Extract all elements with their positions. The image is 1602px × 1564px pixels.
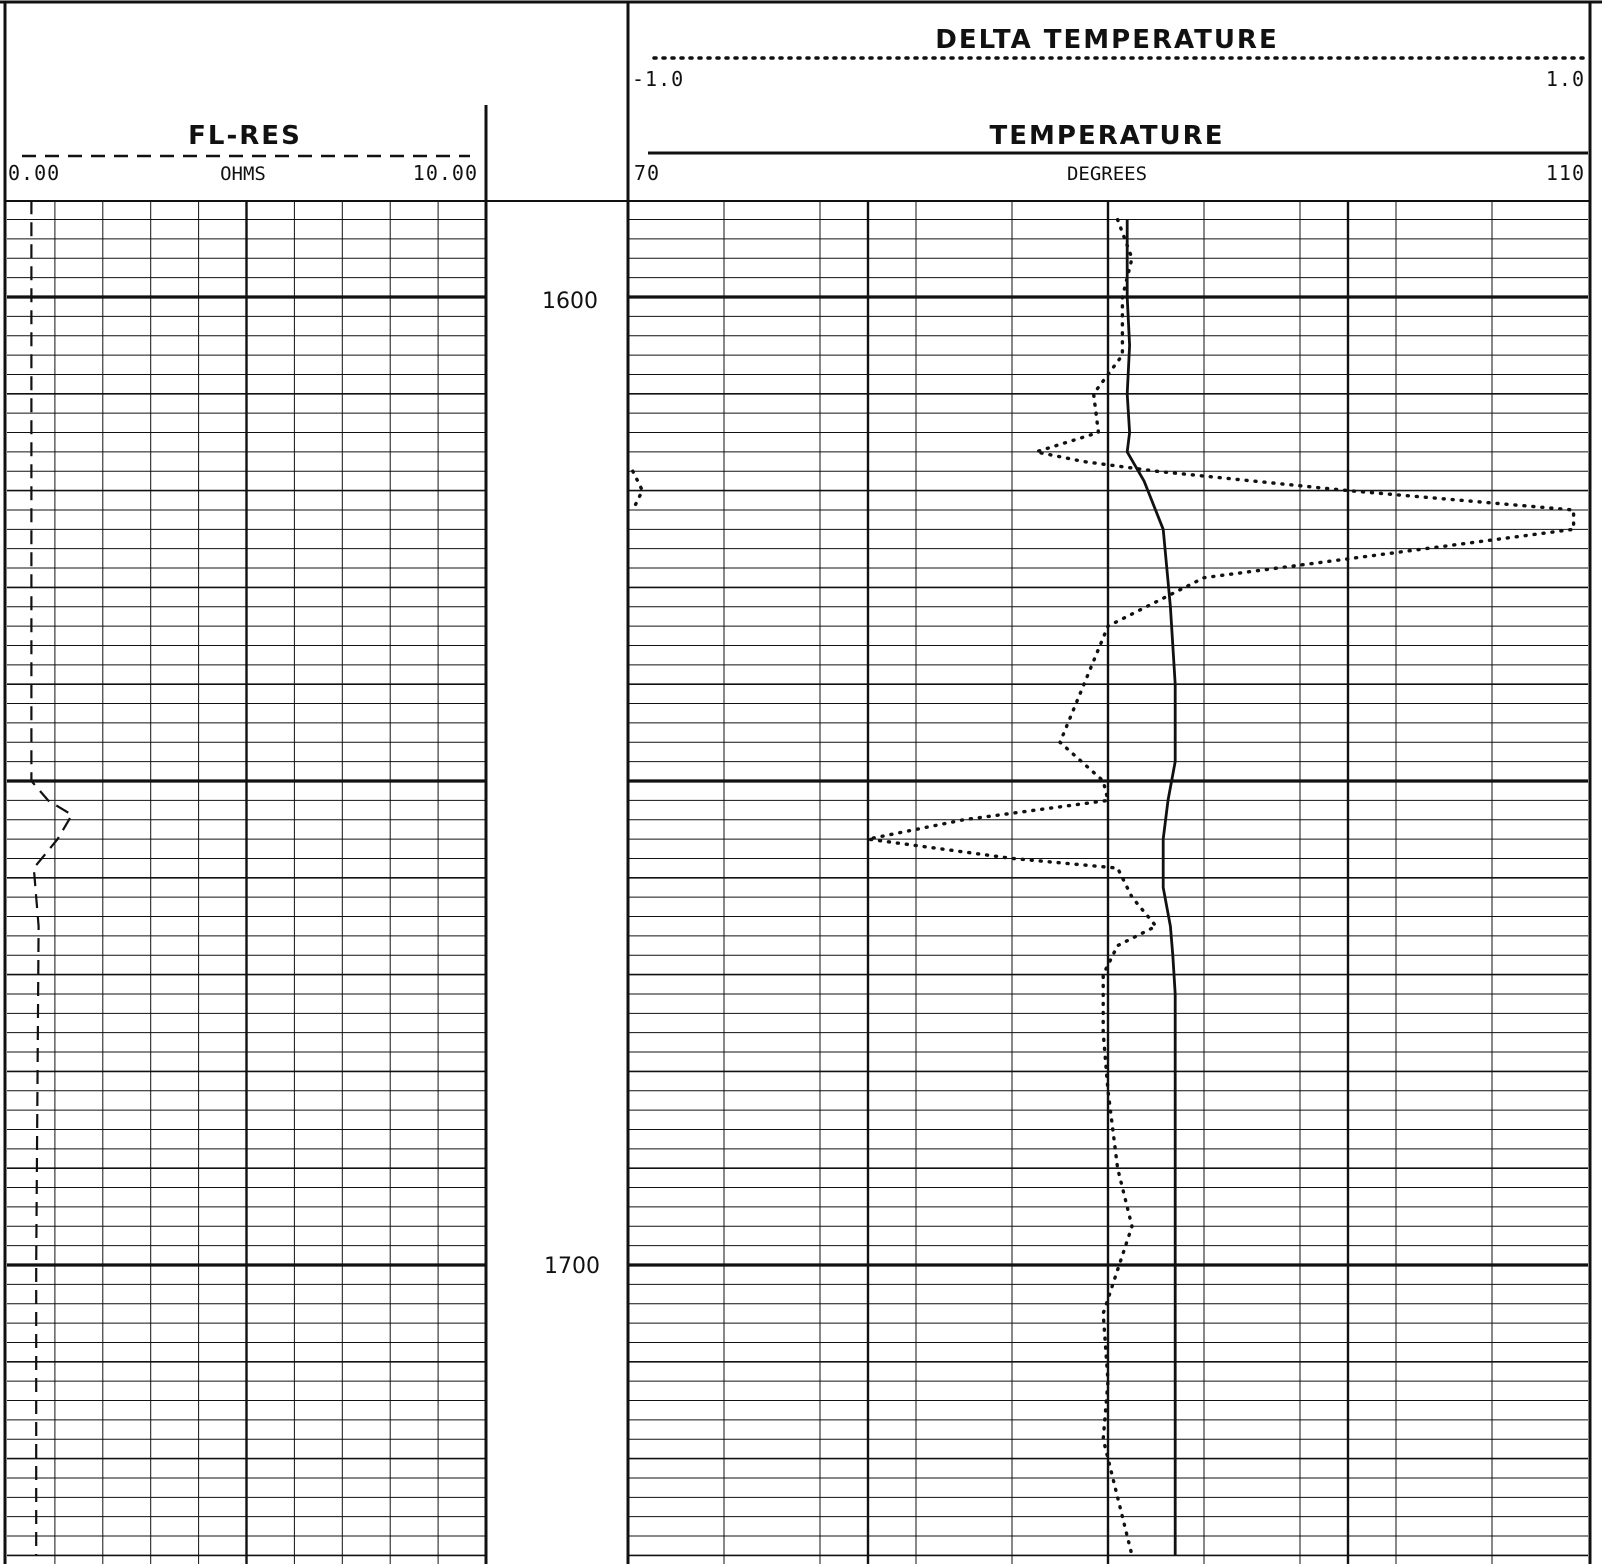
delta-temperature-curve-2 [866,217,1576,1558]
grid-layer [7,202,1588,1564]
curve-layer [30,200,1576,1558]
fl-res-title: FL-RES [188,121,302,151]
temperature-title: TEMPERATURE [990,121,1225,151]
fl-res-unit-label: OHMS [220,163,266,185]
temperature-max-label: 110 [1546,161,1585,185]
temperature-unit-label: DEGREES [1067,163,1147,185]
fl-res-curve-0 [30,200,74,1556]
temperature-min-label: 70 [634,161,660,185]
delta-temperature-title: DELTA TEMPERATURE [935,25,1278,55]
delta-temperature-curve-3 [631,469,645,512]
depth-label-1600: 1600 [542,289,598,314]
depth-label-1700: 1700 [544,1254,600,1279]
fl-res-max-label: 10.00 [413,161,478,185]
fl-res-min-label: 0.00 [8,161,60,185]
temperature-curve-1 [1125,219,1177,1556]
delta-temperature-max-label: 1.0 [1546,67,1585,91]
delta-temperature-min-label: -1.0 [632,67,684,91]
